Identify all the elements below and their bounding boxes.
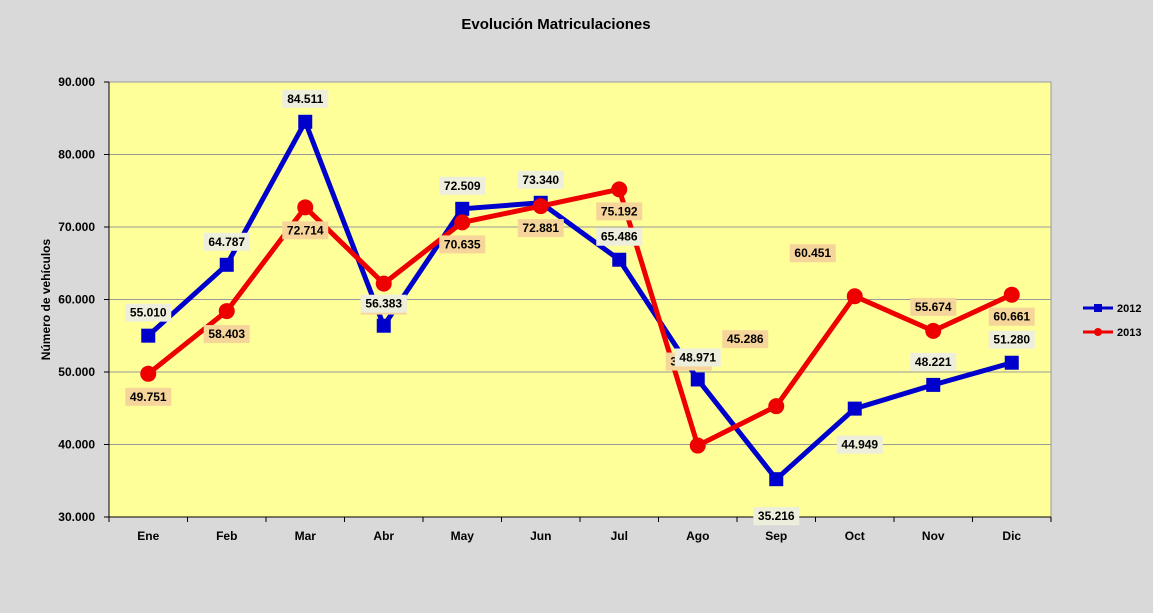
- data-label-bg-2012: [125, 303, 172, 322]
- data-point-2012: [769, 472, 784, 487]
- data-label-bg-2012: [439, 176, 486, 195]
- y-tick-label: 80.000: [58, 148, 95, 162]
- data-point-2012: [376, 318, 391, 333]
- x-tick-label: Dic: [1002, 529, 1021, 543]
- data-label-bg-2013: [910, 297, 957, 316]
- data-label-2013: 75.192: [601, 204, 638, 218]
- data-label-bg-2013: [517, 219, 564, 238]
- legend-marker-2013: [1094, 328, 1102, 336]
- data-point-2013: [689, 437, 706, 454]
- data-label-2012: 84.511: [287, 92, 323, 106]
- x-tick-label: Ene: [137, 529, 159, 543]
- y-tick-label: 50.000: [58, 365, 95, 379]
- data-label-bg-2013: [439, 235, 486, 254]
- data-point-2012: [690, 372, 705, 387]
- data-label-2013: 72.881: [522, 221, 559, 235]
- data-label-bg-2012: [674, 348, 721, 367]
- legend-label-2012: 2012: [1117, 303, 1141, 315]
- data-point-2013: [925, 322, 942, 339]
- y-tick-label: 70.000: [58, 220, 95, 234]
- data-point-2013: [140, 365, 157, 382]
- data-point-2013: [375, 275, 392, 292]
- data-point-2013: [454, 214, 471, 231]
- data-label-bg-2012: [753, 507, 800, 526]
- data-point-2012: [926, 377, 941, 392]
- series-line-2012: [146, 119, 1013, 482]
- data-label-bg-2013: [282, 221, 329, 240]
- data-label-bg-2012: [203, 232, 250, 251]
- data-label-2012: 51.280: [993, 333, 1030, 347]
- data-label-bg-2012: [282, 89, 329, 108]
- x-tick-label: Jul: [611, 529, 628, 543]
- x-tick-label: Mar: [295, 529, 317, 543]
- data-label-bg-2013: [988, 307, 1035, 326]
- x-tick-label: Oct: [845, 529, 865, 543]
- y-tick-label: 30.000: [58, 510, 95, 524]
- data-label-bg-2013: [789, 244, 836, 263]
- x-tick-label: Ago: [686, 529, 709, 543]
- data-point-2012: [219, 257, 234, 272]
- data-label-2012: 72.509: [444, 179, 481, 193]
- data-label-2012: 55.010: [130, 306, 167, 320]
- data-label-2013: 49.751: [130, 390, 167, 404]
- data-label-bg-2012: [360, 294, 407, 313]
- data-label-2012: 64.787: [208, 235, 245, 249]
- y-tick-label: 60.000: [58, 293, 95, 307]
- data-label-bg-2012: [988, 330, 1035, 349]
- data-point-2013: [768, 398, 785, 415]
- data-label-2013: 70.635: [444, 237, 481, 251]
- data-label-bg-2013: [203, 325, 250, 344]
- data-point-2013: [1003, 286, 1020, 303]
- x-tick-label: Jun: [530, 529, 551, 543]
- data-point-2013: [611, 181, 628, 198]
- data-label-2012: 44.949: [841, 438, 878, 452]
- data-label-2012: 56.383: [365, 297, 402, 311]
- data-point-2013: [297, 199, 314, 216]
- data-point-2012: [455, 201, 470, 216]
- data-label-2013: 60.451: [794, 246, 831, 260]
- data-label-bg-2013: [596, 202, 643, 221]
- data-label-bg-2012: [836, 435, 883, 454]
- x-tick-label: Abr: [373, 529, 394, 543]
- data-label-2012: 48.971: [679, 350, 716, 364]
- data-label-2012: 65.486: [601, 230, 638, 244]
- data-point-2012: [141, 328, 156, 343]
- y-tick-label: 90.000: [58, 75, 95, 89]
- data-label-2013: 60.661: [993, 310, 1030, 324]
- data-label-2013: 72.714: [287, 223, 324, 237]
- data-label-2012: 35.216: [758, 509, 795, 523]
- legend-label-2013: 2013: [1117, 327, 1141, 339]
- data-label-bg-2012: [910, 352, 957, 371]
- data-label-2013: 45.286: [727, 332, 764, 346]
- x-tick-label: May: [451, 529, 475, 543]
- data-label-2012: 73.340: [522, 173, 559, 187]
- x-tick-label: Nov: [922, 529, 945, 543]
- data-label-bg-2012: [517, 170, 564, 189]
- data-point-2012: [1004, 355, 1019, 370]
- legend-marker-2012: [1094, 304, 1102, 312]
- y-axis-label: Número de vehículos: [39, 238, 53, 360]
- y-tick-label: 40.000: [58, 438, 95, 452]
- data-point-2012: [847, 401, 862, 416]
- data-label-2012: 48.221: [915, 355, 952, 369]
- data-point-2013: [846, 288, 863, 305]
- data-label-bg-2012: [596, 227, 643, 246]
- data-point-2012: [612, 252, 627, 267]
- x-tick-label: Feb: [216, 529, 237, 543]
- x-tick-label: Sep: [765, 529, 787, 543]
- data-label-bg-2013: [125, 387, 172, 406]
- data-point-2012: [298, 114, 313, 129]
- data-point-2013: [532, 198, 549, 215]
- data-label-2013: 58.403: [208, 327, 245, 341]
- chart-title: Evolución Matriculaciones: [461, 16, 650, 33]
- data-point-2013: [218, 303, 235, 320]
- data-label-bg-2013: [722, 330, 769, 349]
- data-label-2013: 55.674: [915, 300, 952, 314]
